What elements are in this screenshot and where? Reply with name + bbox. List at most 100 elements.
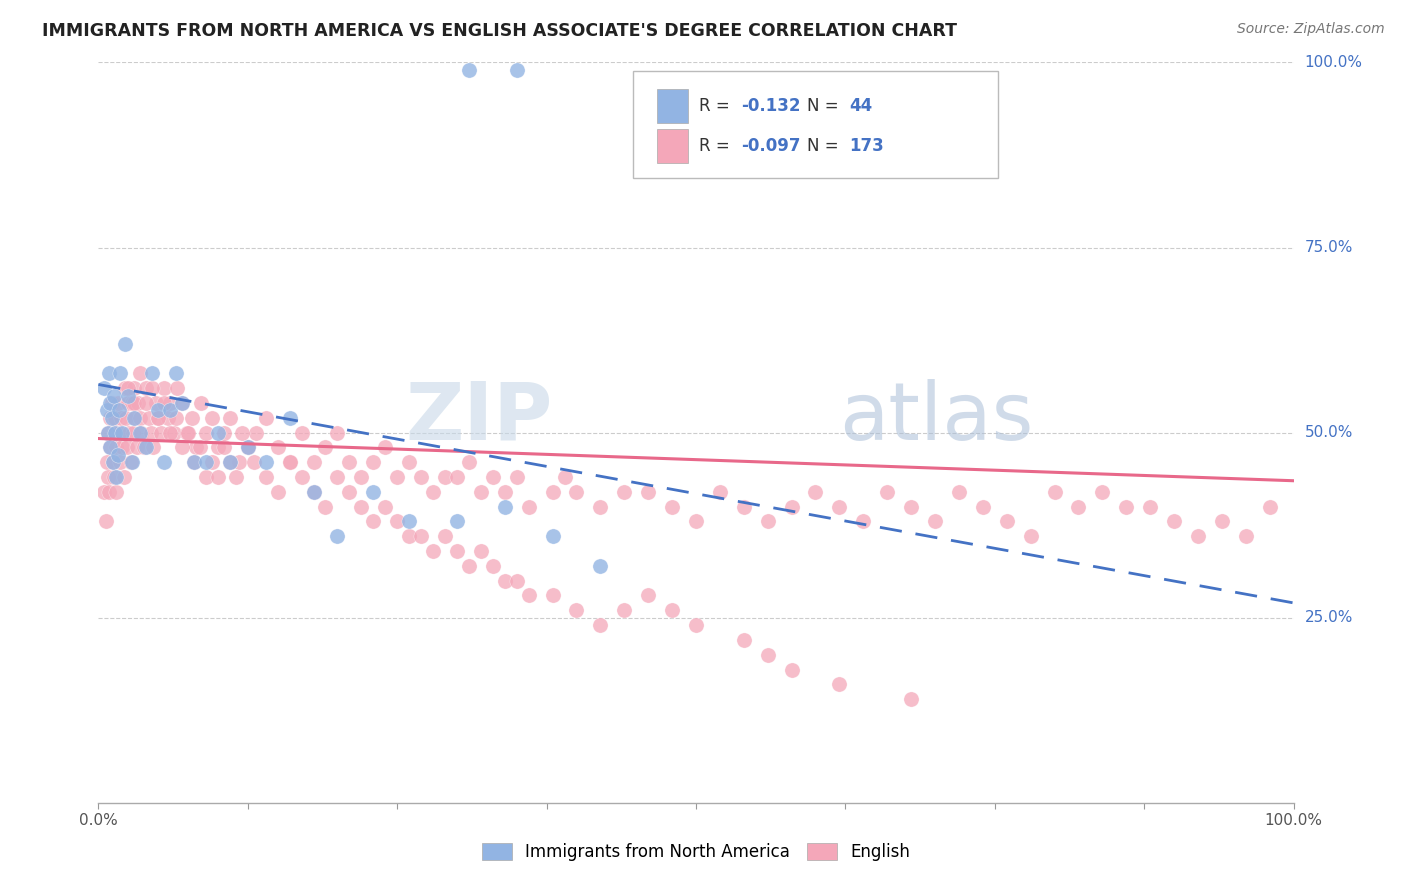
Point bbox=[149, 425, 172, 440]
Point bbox=[278, 410, 301, 425]
Point bbox=[183, 455, 205, 469]
Point bbox=[98, 410, 122, 425]
Text: N =: N = bbox=[807, 97, 844, 115]
Point bbox=[129, 410, 152, 425]
Point bbox=[108, 455, 131, 469]
Point bbox=[1019, 529, 1042, 543]
Text: Source: ZipAtlas.com: Source: ZipAtlas.com bbox=[1237, 22, 1385, 37]
Point bbox=[385, 470, 409, 484]
Point bbox=[254, 470, 277, 484]
Point bbox=[100, 410, 122, 425]
Point bbox=[195, 470, 218, 484]
Point bbox=[117, 381, 139, 395]
Point bbox=[291, 425, 314, 440]
Point bbox=[98, 396, 122, 410]
Point bbox=[422, 484, 444, 499]
Point bbox=[924, 515, 946, 529]
Point bbox=[115, 441, 138, 455]
Point bbox=[96, 403, 118, 417]
Point bbox=[900, 692, 922, 706]
Point bbox=[105, 484, 128, 499]
Point bbox=[458, 62, 481, 77]
Point bbox=[398, 455, 420, 469]
Point bbox=[339, 484, 361, 499]
Point bbox=[780, 500, 803, 514]
Point bbox=[756, 648, 779, 662]
Point bbox=[148, 403, 170, 417]
Point bbox=[506, 470, 529, 484]
Point bbox=[517, 500, 540, 514]
Point bbox=[177, 425, 200, 440]
Point bbox=[411, 529, 433, 543]
Point bbox=[458, 455, 481, 469]
Point bbox=[972, 500, 994, 514]
Point bbox=[129, 367, 152, 381]
Point bbox=[1043, 484, 1066, 499]
Point bbox=[108, 367, 131, 381]
Point bbox=[506, 574, 529, 588]
Point bbox=[733, 632, 755, 647]
Point bbox=[434, 529, 457, 543]
Point bbox=[135, 441, 157, 455]
Point bbox=[219, 455, 242, 469]
Point bbox=[254, 455, 277, 469]
Point bbox=[326, 470, 349, 484]
Point bbox=[219, 455, 242, 469]
Point bbox=[494, 484, 516, 499]
Point bbox=[385, 515, 409, 529]
Text: 173: 173 bbox=[849, 137, 884, 155]
Point bbox=[446, 544, 468, 558]
Point bbox=[398, 515, 420, 529]
Point bbox=[117, 396, 139, 410]
Point bbox=[117, 388, 139, 402]
Point bbox=[302, 455, 325, 469]
Point bbox=[100, 396, 122, 410]
Point bbox=[195, 455, 218, 469]
Point bbox=[554, 470, 576, 484]
Point bbox=[565, 484, 588, 499]
Point bbox=[105, 441, 128, 455]
Point bbox=[685, 618, 707, 632]
Point bbox=[142, 441, 165, 455]
Point bbox=[98, 441, 122, 455]
Point bbox=[494, 574, 516, 588]
Point bbox=[339, 455, 361, 469]
Point bbox=[118, 425, 141, 440]
Text: ZIP: ZIP bbox=[405, 379, 553, 457]
Text: -0.097: -0.097 bbox=[741, 137, 800, 155]
Text: R =: R = bbox=[699, 97, 735, 115]
Point bbox=[124, 381, 146, 395]
Point bbox=[135, 381, 157, 395]
Point bbox=[111, 425, 134, 440]
Point bbox=[363, 515, 385, 529]
Point bbox=[245, 425, 267, 440]
Point bbox=[172, 396, 194, 410]
Point bbox=[103, 388, 125, 402]
Point bbox=[107, 425, 129, 440]
Point bbox=[153, 381, 176, 395]
Point bbox=[207, 441, 229, 455]
Point bbox=[107, 396, 129, 410]
Point bbox=[124, 410, 146, 425]
Point bbox=[159, 403, 181, 417]
Point bbox=[159, 396, 181, 410]
Text: N =: N = bbox=[807, 137, 844, 155]
Point bbox=[481, 558, 505, 573]
Point bbox=[517, 589, 540, 603]
Point bbox=[183, 455, 205, 469]
Point bbox=[278, 455, 301, 469]
Point bbox=[948, 484, 970, 499]
Point bbox=[1067, 500, 1090, 514]
Point bbox=[141, 381, 163, 395]
Point bbox=[219, 410, 242, 425]
Point bbox=[166, 381, 188, 395]
Point bbox=[236, 441, 259, 455]
Point bbox=[458, 558, 481, 573]
Point bbox=[363, 455, 385, 469]
Point bbox=[267, 441, 290, 455]
Point bbox=[446, 470, 468, 484]
Point bbox=[900, 500, 922, 514]
Point bbox=[98, 484, 121, 499]
Point bbox=[97, 425, 120, 440]
Point bbox=[112, 470, 135, 484]
